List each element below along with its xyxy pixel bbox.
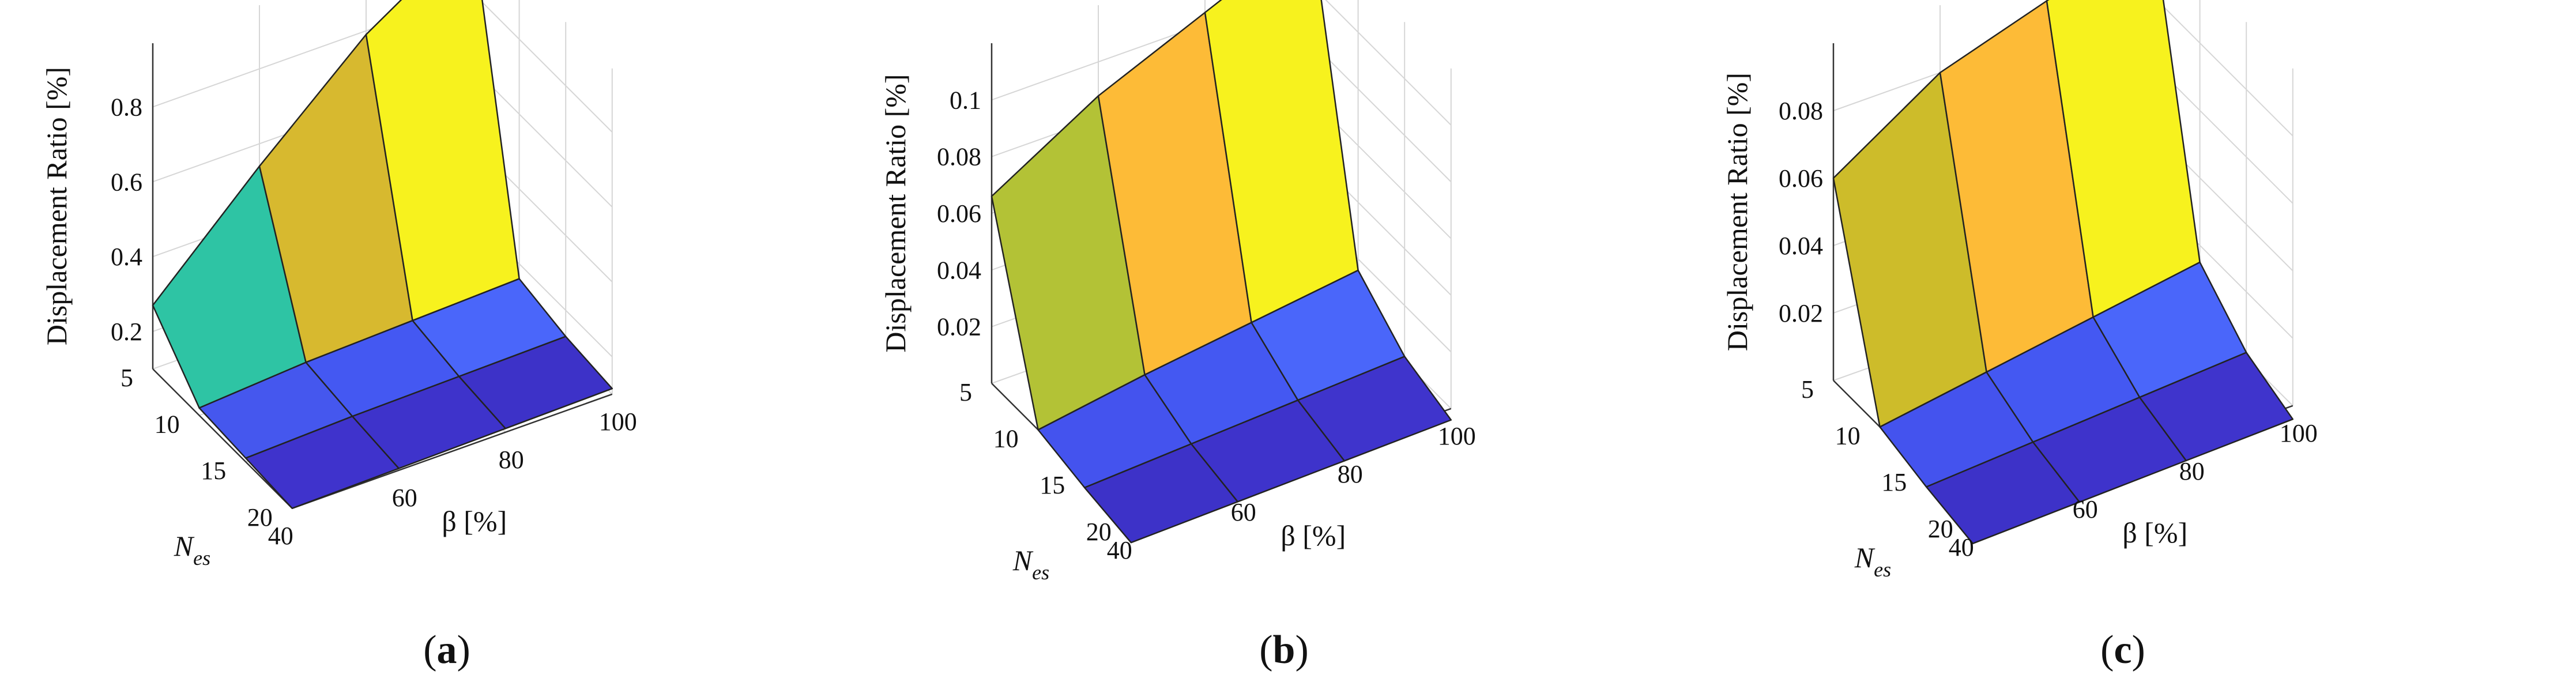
surface-face-2-2 [1297, 356, 1452, 462]
surface [1832, 0, 2294, 545]
z-axis-label: Displacement Ratio [%] [879, 74, 912, 352]
z-axis-label: Displacement Ratio [%] [1721, 73, 1753, 351]
y-tick-label: 60 [2073, 495, 2098, 523]
surface [991, 0, 1452, 544]
y-tick-label: 40 [268, 522, 293, 550]
z-tick-label: 0.06 [1779, 164, 1823, 193]
y-axis-label: β [%] [2122, 517, 2187, 549]
y-axis-label: β [%] [1281, 519, 1346, 552]
y-tick-label: 100 [599, 408, 637, 436]
surface-face-2-2 [2138, 352, 2294, 462]
y-tick-label: 60 [1231, 498, 1256, 526]
x-tick-label: 10 [1835, 422, 1861, 450]
x-tick-label: 10 [993, 425, 1019, 453]
x-tick-label: 5 [959, 378, 972, 406]
z-tick-label: 0.02 [937, 313, 981, 341]
z-tick-label: 0.08 [1779, 97, 1823, 125]
z-tick-label: 0.8 [111, 93, 142, 121]
caption-letter-b: b [1273, 628, 1295, 672]
x-tick-label: 15 [1881, 468, 1907, 496]
z-tick-label: 0.04 [1779, 232, 1823, 260]
z-tick-label: 0.2 [111, 318, 142, 346]
x-axis-label-main: N [174, 530, 195, 562]
y-tick-label: 80 [499, 446, 524, 474]
x-tick-label: 20 [1086, 518, 1112, 546]
x-axis-label: Nes [1012, 544, 1049, 584]
x-axis-label-main: N [1854, 541, 1875, 574]
z-tick-label: 0.04 [937, 256, 981, 284]
x-axis-label-sub: es [193, 546, 210, 570]
surface [152, 0, 613, 510]
z-tick-label: 0.02 [1779, 299, 1823, 327]
y-tick-label: 80 [2179, 457, 2205, 485]
x-tick-label: 10 [155, 410, 180, 439]
x-tick-label: 5 [1801, 375, 1814, 404]
z-axis-label: Displacement Ratio [%] [40, 67, 73, 345]
x-axis-label-sub: es [1874, 558, 1891, 581]
x-axis-label: Nes [1854, 541, 1891, 581]
caption-c: (c) [2100, 628, 2145, 672]
x-tick-label: 15 [1040, 471, 1065, 499]
z-tick-label: 0.06 [937, 199, 981, 228]
z-tick-label: 0.08 [937, 143, 981, 171]
z-tick-label: 0.6 [111, 168, 142, 196]
x-tick-label: 15 [201, 457, 226, 485]
y-tick-label: 60 [392, 484, 417, 512]
y-tick-label: 100 [1438, 422, 1476, 450]
z-tick-label: 0.4 [111, 243, 142, 271]
x-tick-label: 20 [247, 503, 273, 532]
x-tick-label: 5 [120, 364, 133, 392]
surface-face-2-2 [458, 336, 613, 429]
x-axis-label: Nes [174, 530, 210, 570]
z-tick-label: 0.1 [950, 86, 981, 114]
y-axis-label: β [%] [442, 505, 507, 537]
caption-a: (a) [423, 628, 470, 672]
caption-b: (b) [1259, 628, 1309, 672]
caption-letter-c: c [2114, 628, 2131, 672]
y-tick-label: 40 [1949, 533, 1974, 561]
x-tick-label: 20 [1928, 515, 1953, 543]
caption-letter-a: a [437, 628, 457, 672]
y-tick-label: 100 [2280, 419, 2318, 447]
y-tick-label: 80 [1338, 460, 1363, 488]
x-axis-label-sub: es [1032, 561, 1049, 584]
y-tick-label: 40 [1107, 536, 1132, 564]
x-axis-label-main: N [1012, 544, 1034, 576]
axes [152, 43, 613, 509]
